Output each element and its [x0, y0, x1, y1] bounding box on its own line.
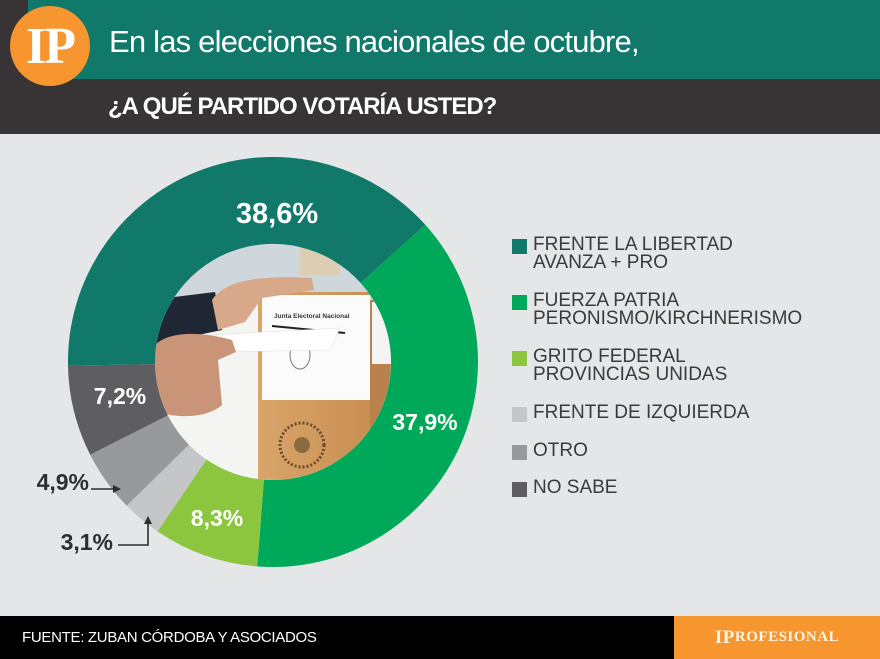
- legend-swatch: [512, 351, 527, 366]
- legend-label: PERONISMO/KIRCHNERISMO: [533, 308, 803, 329]
- source-text: FUENTE: ZUBAN CÓRDOBA Y ASOCIADOS: [22, 629, 317, 646]
- legend-label: FRENTE LA LIBERTAD: [533, 234, 733, 255]
- legend-swatch: [512, 482, 527, 497]
- chart-subtitle: ¿A QUÉ PARTIDO VOTARÍA USTED?: [108, 93, 497, 120]
- iprofesional-logo: IP: [10, 6, 90, 86]
- legend-item-frente-izquierda: FRENTE DE IZQUIERDA: [512, 402, 750, 423]
- sector-no-sabe: [68, 364, 168, 455]
- sector-otro: [90, 415, 189, 506]
- legend-label: AVANZA + PRO: [533, 252, 668, 273]
- legend-item-grito-federal: GRITO FEDERAL PROVINCIAS UNIDAS: [512, 346, 728, 385]
- arrow-otro: [91, 485, 121, 493]
- legend-label: NO SABE: [533, 477, 618, 498]
- legend-label: OTRO: [533, 440, 588, 461]
- donut-chart: Junta Electoral Nacional 38,6% 37,9% 8,3…: [37, 156, 478, 568]
- legend-item-no-sabe: NO SABE: [512, 477, 618, 498]
- legend-swatch: [512, 239, 527, 254]
- arrow-frente-izquierda: [118, 516, 152, 546]
- box-label: Junta Electoral Nacional: [274, 313, 350, 320]
- legend-label: FRENTE DE IZQUIERDA: [533, 402, 750, 423]
- legend-item-lla: FRENTE LA LIBERTAD AVANZA + PRO: [512, 234, 733, 273]
- label-frente-izquierda: 3,1%: [61, 529, 113, 555]
- sector-frente-izquierda: [126, 444, 207, 532]
- legend-label: FUERZA PATRIA: [533, 290, 680, 311]
- legend-swatch: [512, 445, 527, 460]
- label-grito-federal: 8,3%: [191, 505, 243, 531]
- label-fuerza-patria: 37,9%: [392, 409, 457, 435]
- sector-fuerza-patria: [257, 224, 478, 568]
- legend-item-fuerza-patria: FUERZA PATRIA PERONISMO/KIRCHNERISMO: [512, 290, 803, 329]
- brand-first: IP: [714, 626, 735, 648]
- label-lla: 38,6%: [236, 198, 318, 230]
- sector-grito-federal: [157, 459, 264, 567]
- logo-text: IP: [26, 17, 76, 75]
- footer: FUENTE: ZUBAN CÓRDOBA Y ASOCIADOS IP ROFE…: [0, 616, 880, 659]
- legend-item-otro: OTRO: [512, 440, 588, 461]
- brand-rest: ROFESIONAL: [734, 629, 840, 645]
- legend-swatch: [512, 407, 527, 422]
- header-teal-band: [28, 0, 880, 79]
- label-otro: 4,9%: [37, 469, 89, 495]
- label-no-sabe: 7,2%: [94, 383, 146, 409]
- legend-swatch: [512, 295, 527, 310]
- iprofesional-brand: IP ROFESIONAL: [674, 616, 880, 659]
- legend-label: PROVINCIAS UNIDAS: [533, 364, 728, 385]
- chart-title: En las elecciones nacionales de octubre,: [109, 24, 640, 59]
- sector-lla: [67, 156, 426, 366]
- legend-label: GRITO FEDERAL: [533, 346, 686, 367]
